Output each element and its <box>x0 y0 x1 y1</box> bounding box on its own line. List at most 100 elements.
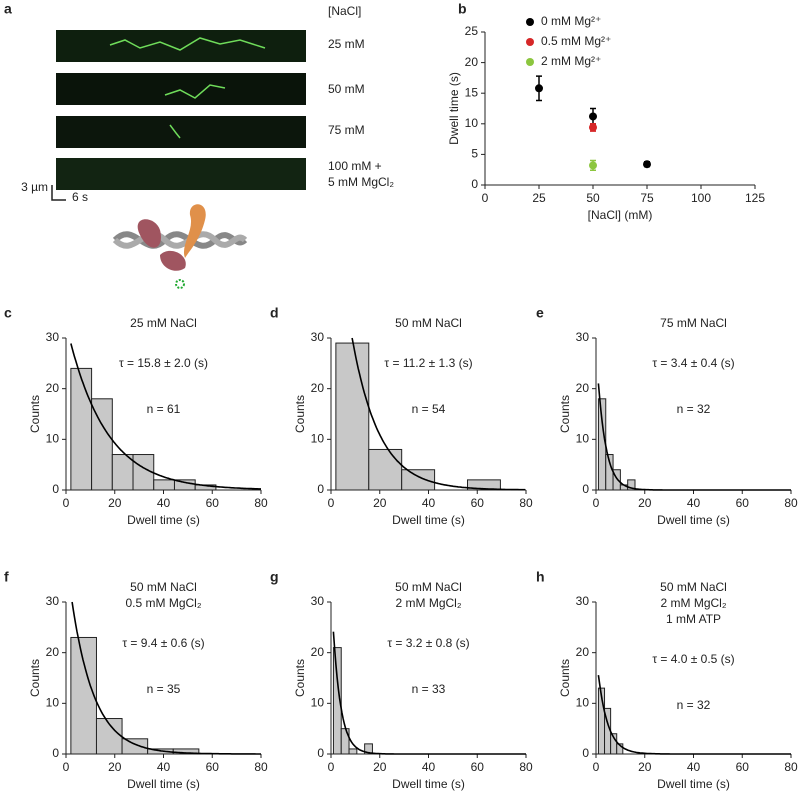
y-tick-label: 20 <box>46 381 60 395</box>
y-axis-label: Counts <box>293 659 307 697</box>
panel-title: 50 mM NaCl <box>130 580 197 594</box>
bar <box>121 738 149 755</box>
fit-curve <box>70 343 261 490</box>
fit-curve <box>332 631 526 755</box>
y-tick-label: 30 <box>46 330 60 344</box>
x-axis-label: Dwell time (s) <box>657 777 730 791</box>
fit-label: τ = 11.2 ± 1.3 (s) <box>384 356 472 370</box>
x-tick-label: 40 <box>687 496 701 510</box>
y-axis-label: Counts <box>558 659 572 697</box>
y-tick-label: 20 <box>46 645 60 659</box>
y-axis-label: Dwell time (s) <box>447 72 461 145</box>
x-tick-label: 60 <box>736 760 750 774</box>
y-axis-label: Counts <box>28 659 42 697</box>
fit-curve <box>71 601 261 755</box>
y-tick-label: 5 <box>471 147 478 161</box>
bar <box>627 479 636 491</box>
panel-letter: h <box>536 569 545 585</box>
fit-curve <box>597 674 791 755</box>
x-tick-label: 60 <box>471 496 485 510</box>
bar <box>612 469 621 491</box>
kymo-label: 100 mM + <box>328 159 382 173</box>
x-tick-label: 100 <box>691 191 711 205</box>
y-tick-label: 20 <box>576 381 590 395</box>
y-tick-label: 0 <box>317 482 324 496</box>
x-axis-label: Dwell time (s) <box>657 513 730 527</box>
y-tick-label: 0 <box>317 746 324 760</box>
dna-cartoon <box>112 204 248 289</box>
n-label: n = 33 <box>412 682 446 696</box>
x-tick-label: 0 <box>593 496 600 510</box>
x-tick-label: 80 <box>254 760 268 774</box>
y-tick-label: 20 <box>311 381 325 395</box>
y-tick-label: 0 <box>471 177 478 191</box>
fit-label: τ = 3.4 ± 0.4 (s) <box>652 356 734 370</box>
bar <box>70 367 93 491</box>
x-tick-label: 20 <box>638 496 652 510</box>
fit-label: τ = 4.0 ± 0.5 (s) <box>652 652 734 666</box>
y-tick-label: 30 <box>311 330 325 344</box>
x-axis-label: Dwell time (s) <box>127 777 200 791</box>
panel-title: 1 mM ATP <box>666 612 721 626</box>
x-tick-label: 0 <box>63 760 70 774</box>
y-axis-label: Counts <box>558 395 572 433</box>
x-tick-label: 60 <box>736 496 750 510</box>
fit-label: τ = 9.4 ± 0.6 (s) <box>122 636 204 650</box>
x-tick-label: 40 <box>422 760 436 774</box>
panel-title: 2 mM MgCl₂ <box>396 596 462 610</box>
panel-title: 75 mM NaCl <box>660 316 727 330</box>
kymo-label: 25 mM <box>328 37 365 51</box>
y-tick-label: 0 <box>52 746 59 760</box>
kymo-label: 5 mM MgCl₂ <box>328 175 394 189</box>
x-tick-label: 60 <box>206 760 220 774</box>
y-tick-label: 0 <box>582 746 589 760</box>
point <box>535 84 543 93</box>
fit-label: τ = 15.8 ± 2.0 (s) <box>119 356 208 370</box>
x-tick-label: 20 <box>638 760 652 774</box>
kymograph <box>56 73 306 105</box>
bar <box>364 743 373 755</box>
x-tick-label: 80 <box>519 496 533 510</box>
panel-letter: e <box>536 305 544 321</box>
x-axis-label: Dwell time (s) <box>392 777 465 791</box>
bar <box>368 448 403 491</box>
fit-curve <box>597 383 791 491</box>
trace <box>164 84 226 99</box>
y-tick-label: 0 <box>52 482 59 496</box>
y-tick-label: 20 <box>576 645 590 659</box>
x-tick-label: 25 <box>532 191 546 205</box>
x-tick-label: 40 <box>422 496 436 510</box>
y-tick-label: 0 <box>582 482 589 496</box>
x-tick-label: 20 <box>108 760 122 774</box>
x-tick-label: 40 <box>157 496 171 510</box>
x-tick-label: 0 <box>328 760 335 774</box>
y-tick-label: 20 <box>465 55 479 69</box>
scale-bar <box>51 185 66 201</box>
x-tick-label: 0 <box>593 760 600 774</box>
kymo-label: 75 mM <box>328 123 365 137</box>
y-tick-label: 15 <box>465 85 479 99</box>
bar <box>348 748 358 755</box>
point <box>643 160 651 169</box>
kymo-label: 50 mM <box>328 82 365 96</box>
x-tick-label: 20 <box>108 496 122 510</box>
panel-title: 0.5 mM MgCl₂ <box>125 596 201 610</box>
panel-title: 2 mM MgCl₂ <box>661 596 727 610</box>
bar <box>401 469 436 491</box>
x-tick-label: 80 <box>519 760 533 774</box>
panel-title: 50 mM NaCl <box>395 316 462 330</box>
legend-marker <box>526 38 534 46</box>
y-tick-label: 10 <box>311 696 325 710</box>
panel-title: 50 mM NaCl <box>660 580 727 594</box>
y-tick-label: 25 <box>465 24 479 38</box>
panel-letter: g <box>270 569 279 585</box>
y-tick-label: 10 <box>576 696 590 710</box>
x-tick-label: 125 <box>745 191 765 205</box>
y-tick-label: 10 <box>46 432 60 446</box>
x-tick-label: 0 <box>328 496 335 510</box>
x-axis-label: Dwell time (s) <box>392 513 465 527</box>
bar <box>111 454 134 491</box>
x-tick-label: 20 <box>373 760 387 774</box>
legend-marker <box>526 18 534 26</box>
